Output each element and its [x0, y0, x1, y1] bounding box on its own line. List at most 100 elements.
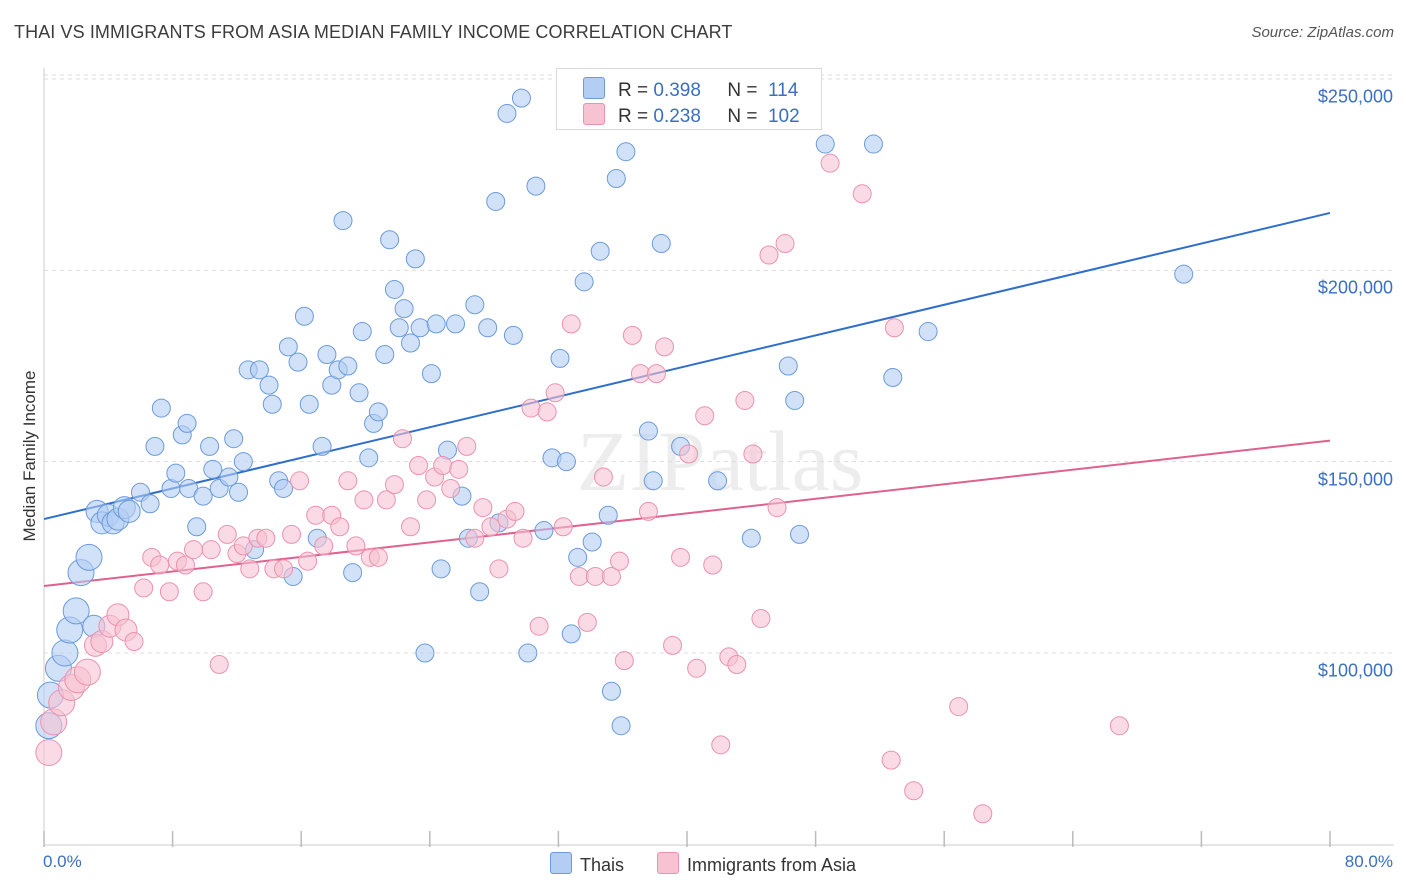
point-thai-43: [288, 352, 308, 372]
point-asia-47: [417, 490, 437, 510]
point-thai-7: [75, 543, 103, 571]
data-points: [35, 88, 1194, 824]
point-asia-32: [298, 551, 318, 571]
legend-label-immigrants: Immigrants from Asia: [686, 855, 857, 875]
point-thai-91: [574, 272, 594, 292]
legend-r-value: 0.398: [653, 80, 701, 101]
point-asia-27: [256, 528, 276, 548]
point-thai-25: [187, 517, 207, 537]
point-thai-3: [51, 639, 79, 667]
point-thai-44: [294, 306, 314, 326]
legend-swatch-pink: [583, 103, 605, 125]
legend-item-immigrants[interactable]: Immigrants from Asia: [656, 852, 857, 876]
y-tick-label-0: $100,000: [1317, 660, 1393, 681]
point-thai-97: [611, 716, 631, 736]
x-axis: [43, 68, 1394, 847]
point-thai-36: [249, 360, 269, 380]
legend-r-label: R =: [618, 106, 654, 127]
point-thai-45: [299, 394, 319, 414]
point-thai-48: [317, 345, 337, 365]
point-thai-94: [598, 505, 618, 525]
point-asia-67: [577, 612, 597, 632]
point-thai-55: [352, 322, 372, 342]
point-asia-20: [201, 540, 221, 560]
point-thai-28: [203, 459, 223, 479]
point-asia-76: [646, 364, 666, 384]
point-asia-29: [274, 559, 294, 579]
point-asia-0: [35, 738, 63, 766]
point-asia-73: [622, 325, 642, 345]
point-thai-47: [312, 436, 332, 456]
point-asia-63: [545, 383, 565, 403]
point-thai-98: [616, 142, 636, 162]
point-asia-81: [687, 658, 707, 678]
point-asia-95: [881, 750, 901, 770]
point-asia-100: [1109, 716, 1129, 736]
point-asia-71: [609, 551, 629, 571]
point-thai-30: [219, 467, 239, 487]
point-thai-67: [415, 643, 435, 663]
point-asia-44: [392, 429, 412, 449]
point-asia-94: [852, 184, 872, 204]
point-thai-17: [140, 494, 160, 514]
legend-row-thais: R = 0.398 N = 114: [583, 77, 798, 102]
point-thai-107: [790, 524, 810, 544]
point-thai-68: [421, 364, 441, 384]
trend-lines: [43, 211, 1331, 588]
point-asia-45: [401, 517, 421, 537]
point-asia-33: [306, 505, 326, 525]
legend-swatch-blue: [583, 77, 605, 99]
point-thai-72: [446, 314, 466, 334]
point-asia-42: [376, 490, 396, 510]
point-asia-83: [703, 555, 723, 575]
point-thai-51: [333, 211, 353, 231]
point-asia-41: [368, 547, 388, 567]
point-asia-43: [384, 475, 404, 495]
point-asia-61: [529, 616, 549, 636]
legend-n-label: N =: [727, 106, 763, 127]
point-asia-69: [593, 467, 613, 487]
point-thai-52: [338, 356, 358, 376]
point-asia-49: [433, 455, 453, 475]
legend-r-value: 0.238: [653, 106, 701, 127]
point-thai-27: [200, 436, 220, 456]
point-asia-93: [820, 153, 840, 173]
point-asia-78: [663, 635, 683, 655]
point-thai-81: [503, 325, 523, 345]
point-asia-90: [759, 245, 779, 265]
point-thai-83: [518, 643, 538, 663]
series-asia: [35, 153, 1129, 824]
point-thai-103: [708, 471, 728, 491]
point-thai-19: [151, 398, 171, 418]
point-asia-12: [134, 578, 154, 598]
point-asia-52: [457, 436, 477, 456]
point-thai-105: [778, 356, 798, 376]
point-asia-53: [465, 528, 485, 548]
point-asia-59: [513, 528, 533, 548]
point-thai-69: [426, 314, 446, 334]
legend-swatch-blue: [549, 852, 572, 874]
point-thai-93: [590, 241, 610, 261]
point-asia-82: [695, 406, 715, 426]
source-label: Source: ZipAtlas.com: [1251, 24, 1394, 41]
series-legend: Thais Immigrants from Asia: [0, 852, 1406, 876]
point-asia-89: [751, 609, 771, 629]
point-asia-51: [449, 459, 469, 479]
point-thai-38: [262, 394, 282, 414]
point-asia-84: [711, 735, 731, 755]
point-asia-50: [441, 478, 461, 498]
point-thai-95: [601, 681, 621, 701]
point-asia-62: [537, 402, 557, 422]
point-thai-85: [534, 521, 554, 541]
point-asia-66: [569, 566, 589, 586]
point-asia-25: [240, 559, 260, 579]
point-asia-87: [735, 390, 755, 410]
y-tick-label-2: $200,000: [1317, 277, 1393, 298]
point-thai-110: [883, 367, 903, 387]
point-thai-33: [233, 452, 253, 472]
point-thai-90: [568, 547, 588, 567]
legend-item-thais[interactable]: Thais: [549, 852, 624, 876]
legend-n-label: N =: [727, 80, 763, 101]
chart-title: THAI VS IMMIGRANTS FROM ASIA MEDIAN FAMI…: [14, 22, 733, 42]
